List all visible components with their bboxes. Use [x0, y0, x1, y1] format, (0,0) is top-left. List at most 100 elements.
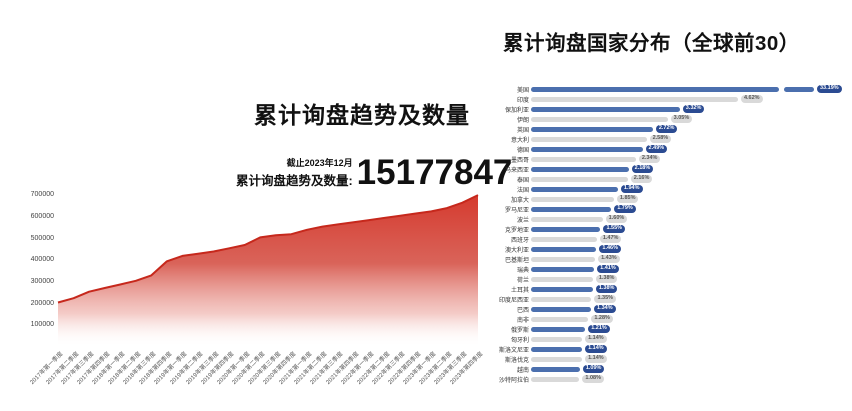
- country-label: 澳大利亚: [504, 247, 529, 254]
- country-label: 土耳其: [510, 287, 529, 294]
- y-tick-label: 400000: [30, 256, 54, 264]
- value-badge: 1.38%: [595, 274, 618, 283]
- trend-chart-title: 累计询盘趋势及数量: [254, 102, 470, 128]
- bar-track: 2.49%: [531, 144, 850, 154]
- bar-track: 1.08%: [531, 374, 850, 384]
- bar-track: 1.94%: [531, 184, 850, 194]
- bar: [531, 226, 601, 232]
- bar-track: 1.38%: [531, 284, 850, 294]
- bar: [531, 286, 593, 292]
- trend-annotation: 截止2023年12月 累计询盘趋势及数量: 15177847: [236, 155, 512, 190]
- country-bar-list: 美国 33.19% 印度 4.62% 保加利亚 3.32% 伊朗 3.05% 英国 2.72% 意大…: [492, 84, 850, 384]
- bar-track: 1.85%: [531, 194, 850, 204]
- bar: [531, 186, 618, 192]
- bar: [531, 166, 629, 172]
- bar-row: 罗马尼亚 1.79%: [492, 204, 850, 214]
- bar-row: 斯洛伐克 1.14%: [492, 354, 850, 364]
- bar-row: 俄罗斯 1.21%: [492, 324, 850, 334]
- country-label: 巴基斯坦: [504, 257, 529, 264]
- value-badge: 2.34%: [638, 154, 661, 163]
- value-badge: 33.19%: [817, 84, 842, 93]
- country-label: 匈牙利: [510, 337, 529, 344]
- bar-row: 匈牙利 1.14%: [492, 334, 850, 344]
- y-tick-label: 300000: [30, 277, 54, 285]
- value-badge: 2.72%: [655, 124, 678, 133]
- bar: [531, 156, 636, 162]
- country-label: 泰国: [516, 177, 529, 184]
- bar-track: 1.41%: [531, 264, 850, 274]
- bar-row: 巴西 1.34%: [492, 304, 850, 314]
- bar-track: 1.14%: [531, 334, 850, 344]
- bar-track: 3.32%: [531, 104, 850, 114]
- bar: [531, 96, 738, 102]
- bar: [531, 276, 593, 282]
- bar-track: 1.43%: [531, 254, 850, 264]
- bar-row: 墨西哥 2.34%: [492, 154, 850, 164]
- bar-row: 荷兰 1.38%: [492, 274, 850, 284]
- country-label: 印度: [516, 97, 529, 104]
- bar-row: 意大利 2.58%: [492, 134, 850, 144]
- bar: [531, 366, 580, 372]
- bar-row: 泰国 2.16%: [492, 174, 850, 184]
- bar: [531, 116, 668, 122]
- total-inquiries-label: 累计询盘趋势及数量:: [236, 174, 353, 188]
- trend-area-plot: [57, 194, 479, 347]
- bar-row: 美国 33.19%: [492, 84, 850, 94]
- bar: [531, 126, 653, 132]
- country-label: 荷兰: [516, 277, 529, 284]
- value-badge: 1.47%: [599, 234, 622, 243]
- bar-row: 伊朗 3.05%: [492, 114, 850, 124]
- bar-track: 1.55%: [531, 224, 850, 234]
- bar-track: 1.28%: [531, 314, 850, 324]
- bar-row: 英国 2.72%: [492, 124, 850, 134]
- bar: [531, 336, 583, 342]
- bar-track: 1.79%: [531, 204, 850, 214]
- bar: [531, 266, 595, 272]
- value-badge: 2.18%: [631, 164, 654, 173]
- bar-track: 2.34%: [531, 154, 850, 164]
- bar-track: 1.34%: [531, 304, 850, 314]
- country-label: 印度尼西亚: [498, 297, 529, 304]
- bar-row: 巴基斯坦 1.43%: [492, 254, 850, 264]
- country-label: 英国: [516, 127, 529, 134]
- country-label: 南非: [516, 317, 529, 324]
- bar: [531, 346, 583, 352]
- bar-track: 2.18%: [531, 164, 850, 174]
- y-tick-label: 700000: [30, 191, 54, 199]
- country-label: 保加利亚: [504, 107, 529, 114]
- value-badge: 1.14%: [585, 334, 607, 343]
- bar: [531, 136, 647, 142]
- value-badge: 1.35%: [594, 294, 617, 303]
- bar: [531, 296, 592, 302]
- country-label: 马来西亚: [504, 167, 529, 174]
- y-tick-label: 200000: [30, 299, 54, 307]
- value-badge: 3.32%: [682, 104, 705, 113]
- value-badge: 2.49%: [645, 144, 668, 153]
- bar-row: 法国 1.94%: [492, 184, 850, 194]
- value-badge: 1.34%: [594, 304, 616, 313]
- y-tick-label: 100000: [30, 321, 54, 329]
- bar-row: 沙特阿拉伯 1.08%: [492, 374, 850, 384]
- bar-track: 1.35%: [531, 294, 850, 304]
- value-badge: 1.28%: [591, 314, 613, 323]
- value-badge: 1.43%: [598, 254, 620, 263]
- bar-track: 1.60%: [531, 214, 850, 224]
- country-label: 越南: [516, 367, 529, 374]
- bar: [531, 216, 603, 222]
- bar-row: 澳大利亚 1.46%: [492, 244, 850, 254]
- bar-row: 印度 4.62%: [492, 94, 850, 104]
- country-chart-title: 累计询盘国家分布（全球前30）: [503, 32, 800, 55]
- value-badge: 1.79%: [614, 204, 636, 213]
- value-badge: 1.41%: [597, 264, 619, 273]
- bar-row: 保加利亚 3.32%: [492, 104, 850, 114]
- bar-track: 1.14%: [531, 354, 850, 364]
- bar: [531, 176, 628, 182]
- bar-row: 印度尼西亚 1.35%: [492, 294, 850, 304]
- value-badge: 4.62%: [740, 94, 763, 103]
- value-badge: 1.38%: [595, 284, 618, 293]
- bar-break-segment: [784, 86, 814, 92]
- value-badge: 1.21%: [588, 324, 610, 333]
- bar: [531, 236, 597, 242]
- country-label: 意大利: [510, 137, 529, 144]
